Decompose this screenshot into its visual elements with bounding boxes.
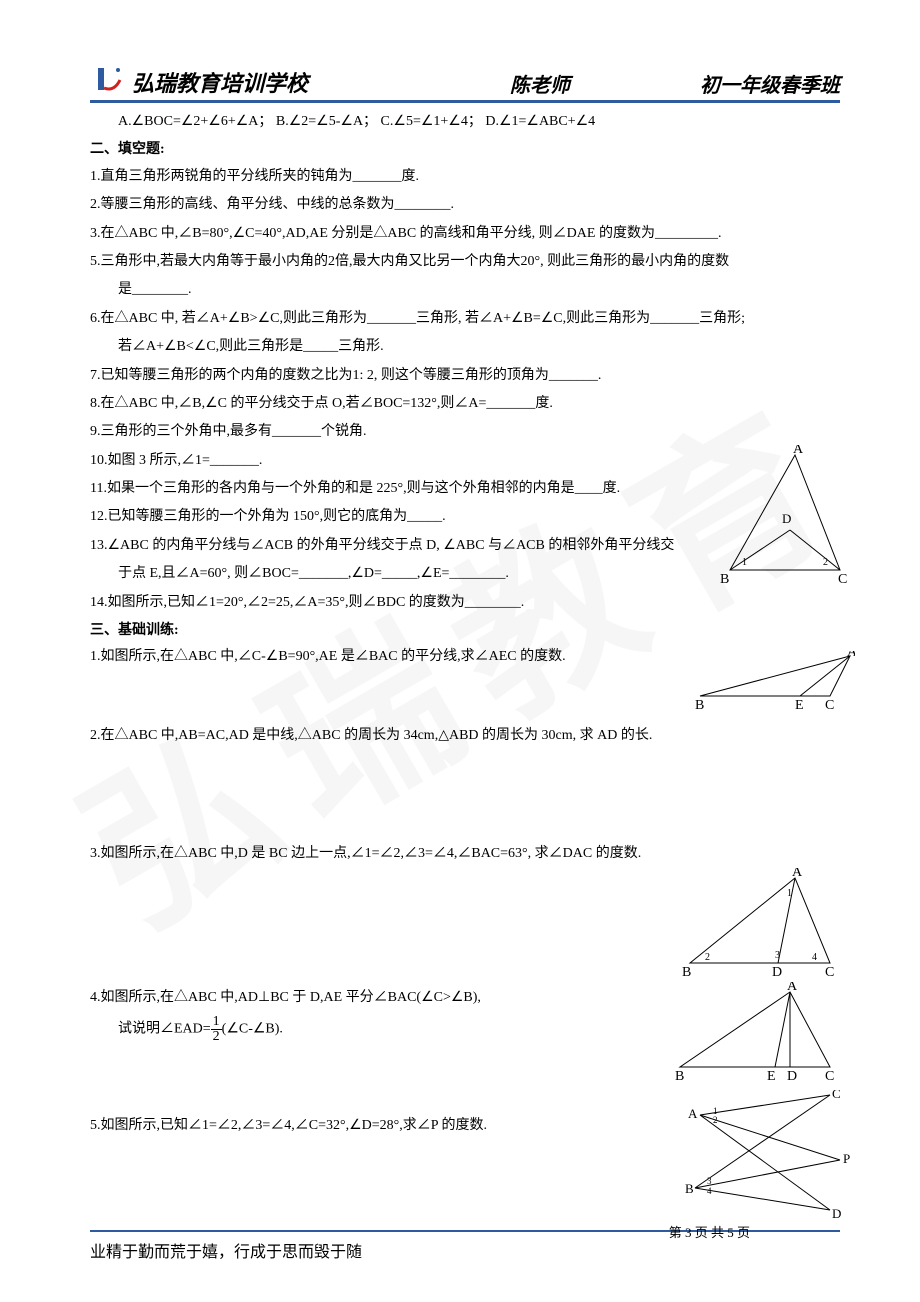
school-logo: [90, 60, 128, 98]
svg-text:C: C: [825, 1069, 834, 1082]
svg-text:2: 2: [823, 557, 828, 568]
q2-2: 2.等腰三角形的高线、角平分线、中线的总条数为________.: [90, 194, 840, 216]
svg-text:D: D: [832, 1206, 841, 1220]
figure-triangle-aec: A B E C: [695, 651, 855, 711]
svg-text:1: 1: [742, 557, 747, 568]
page-content: 弘瑞教育培训学校 陈老师 初一年级春季班 A.∠BOC=∠2+∠6+∠A； B.…: [90, 60, 840, 1137]
svg-text:4: 4: [812, 952, 817, 963]
section2-title: 二、填空题:: [90, 139, 840, 161]
footer-motto: 业精于勤而荒于嬉，行成于思而毁于随: [90, 1238, 362, 1262]
svg-text:A: A: [787, 982, 798, 994]
q2-6b: 若∠A+∠B<∠C,则此三角形是_____三角形.: [90, 336, 840, 358]
q2-3: 3.在△ABC 中,∠B=80°,∠C=40°,AD,AE 分别是△ABC 的高…: [90, 223, 840, 245]
q2-8: 8.在△ABC 中,∠B,∠C 的平分线交于点 O,若∠BOC=132°,则∠A…: [90, 393, 840, 415]
svg-text:3: 3: [707, 1176, 712, 1186]
page-number: 第 3 页 共 5 页: [669, 1222, 750, 1241]
page-header: 弘瑞教育培训学校 陈老师 初一年级春季班: [90, 60, 840, 103]
page-footer: 业精于勤而荒于嬉，行成于思而毁于随 第 3 页 共 5 页: [90, 1230, 840, 1262]
svg-text:3: 3: [775, 950, 780, 961]
q3-3: 3.如图所示,在△ABC 中,D 是 BC 边上一点,∠1=∠2,∠3=∠4,∠…: [90, 843, 840, 865]
q2-5: 5.三角形中,若最大内角等于最小内角的2倍,最大内角又比另一个内角大20°, 则…: [90, 251, 840, 273]
teacher-name: 陈老师: [510, 69, 570, 98]
school-name: 弘瑞教育培训学校: [132, 66, 510, 98]
section3-title: 三、基础训练:: [90, 620, 840, 642]
svg-text:D: D: [772, 965, 782, 978]
svg-text:C: C: [838, 572, 847, 585]
q2-1: 1.直角三角形两锐角的平分线所夹的钝角为_______度.: [90, 166, 840, 188]
svg-text:B: B: [685, 1181, 694, 1196]
svg-text:E: E: [767, 1069, 776, 1082]
svg-text:E: E: [795, 698, 804, 711]
mc-options: A.∠BOC=∠2+∠6+∠A； B.∠2=∠5-∠A； C.∠5=∠1+∠4；…: [90, 111, 840, 133]
svg-text:B: B: [675, 1069, 684, 1082]
q2-14: 14.如图所示,已知∠1=20°,∠2=25,∠A=35°,则∠BDC 的度数为…: [90, 592, 840, 614]
svg-text:B: B: [720, 572, 729, 585]
figure-triangle-dac: A B D C 1 2 3 4: [680, 868, 840, 978]
q2-6: 6.在△ABC 中, 若∠A+∠B>∠C,则此三角形为_______三角形, 若…: [90, 308, 840, 330]
svg-text:A: A: [688, 1106, 698, 1121]
svg-text:A: A: [847, 651, 855, 660]
q2-5b: 是________.: [90, 279, 840, 301]
svg-text:B: B: [695, 698, 704, 711]
q2-9: 9.三角形的三个外角中,最多有_______个锐角.: [90, 421, 840, 443]
figure-diagram-p: A B C D P 1 2 3 4: [685, 1090, 855, 1220]
svg-text:2: 2: [713, 1115, 718, 1125]
svg-text:D: D: [782, 511, 791, 526]
class-name: 初一年级春季班: [700, 69, 840, 98]
svg-text:A: A: [793, 445, 804, 457]
svg-text:C: C: [825, 698, 834, 711]
svg-text:1: 1: [787, 888, 792, 899]
svg-text:B: B: [682, 965, 691, 978]
svg-text:C: C: [832, 1090, 841, 1101]
svg-text:C: C: [825, 965, 834, 978]
svg-text:P: P: [843, 1151, 850, 1166]
svg-text:4: 4: [707, 1186, 712, 1196]
svg-text:D: D: [787, 1069, 797, 1082]
q3-2: 2.在△ABC 中,AB=AC,AD 是中线,△ABC 的周长为 34cm,△A…: [90, 725, 840, 747]
q2-7: 7.已知等腰三角形的两个内角的度数之比为1: 2, 则这个等腰三角形的顶角为__…: [90, 365, 840, 387]
svg-text:2: 2: [705, 952, 710, 963]
figure-triangle-ead: A B E D C: [675, 982, 840, 1082]
figure-triangle-bdc: A B C D 1 2: [720, 445, 850, 585]
svg-text:A: A: [792, 868, 803, 880]
